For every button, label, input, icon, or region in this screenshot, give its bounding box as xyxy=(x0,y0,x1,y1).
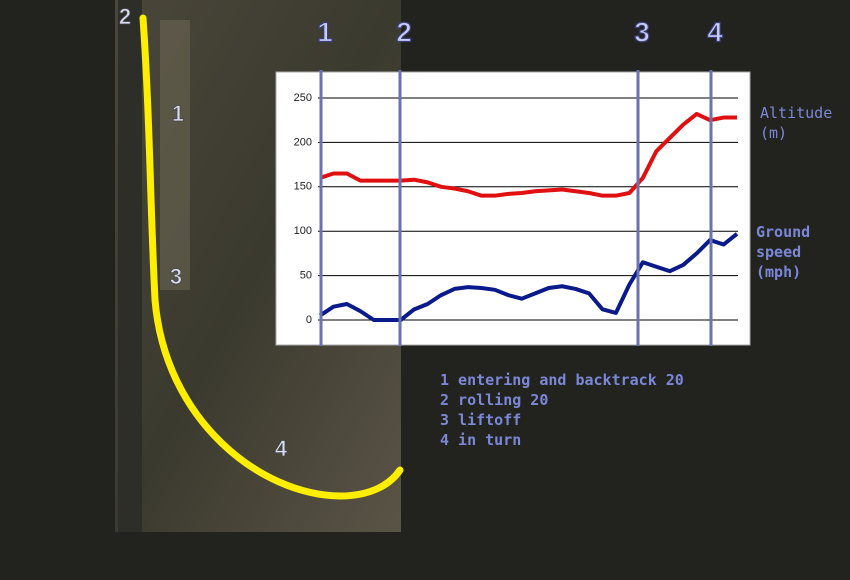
flight-track xyxy=(139,14,404,500)
event-label: 4 xyxy=(707,16,723,47)
data-line xyxy=(319,111,737,198)
y-tick-label: 100 xyxy=(294,225,312,237)
event-label: 2 xyxy=(396,16,412,47)
plot-box xyxy=(275,71,751,346)
y-tick-label: 150 xyxy=(294,181,312,193)
track-label: 4 xyxy=(275,436,288,461)
legend-entry: Altitude (m) xyxy=(760,104,833,142)
y-tick-label: 250 xyxy=(294,92,312,104)
event-label: 3 xyxy=(634,16,650,47)
track-label: 1 xyxy=(172,101,184,126)
event-label: 1 xyxy=(317,16,333,47)
note: 4 in turn xyxy=(440,431,522,449)
track-label: 2 xyxy=(119,4,131,29)
y-tick-label: 0 xyxy=(306,314,312,326)
y-tick-label: 200 xyxy=(294,136,312,148)
data-line xyxy=(318,232,739,322)
track-label: 3 xyxy=(170,264,182,289)
y-tick-label: 50 xyxy=(300,270,312,282)
note: 2 rolling 20 xyxy=(440,391,549,409)
note: 3 liftoff xyxy=(440,411,522,429)
notes: 1 entering and backtrack 20 2 rolling 20 3… xyxy=(440,370,684,450)
note: 1 entering and backtrack 20 xyxy=(440,371,684,389)
legend-entry: Ground speed (mph) xyxy=(756,223,811,281)
runway xyxy=(160,20,190,290)
road xyxy=(118,0,142,532)
